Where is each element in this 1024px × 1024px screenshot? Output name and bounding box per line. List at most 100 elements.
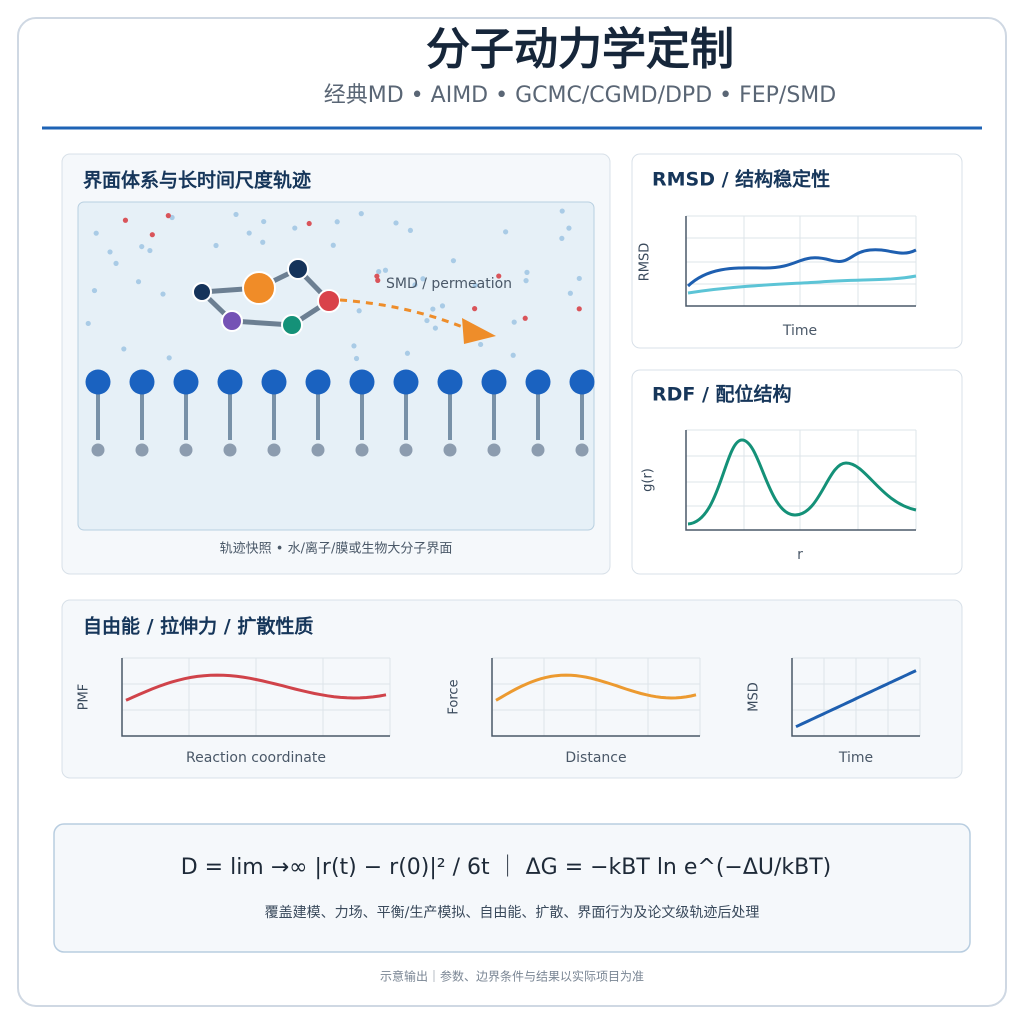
curve — [495, 673, 697, 702]
dot — [374, 273, 380, 279]
dot — [559, 235, 565, 241]
smd-path — [339, 298, 471, 332]
dot — [147, 247, 153, 254]
panel — [61, 599, 963, 779]
dot — [330, 242, 336, 248]
annotation: SMD / permeation — [386, 276, 512, 292]
dot — [511, 319, 517, 325]
dot — [430, 306, 436, 312]
dot — [166, 355, 172, 361]
dot — [576, 306, 582, 312]
lipid-head — [305, 369, 331, 395]
dot — [472, 306, 478, 312]
dot — [334, 219, 340, 225]
dot — [566, 225, 572, 231]
curve — [686, 248, 917, 288]
dot — [260, 239, 266, 245]
curve — [687, 438, 917, 526]
lipid-head — [85, 369, 111, 395]
dot — [149, 232, 155, 238]
lipid-head — [173, 369, 199, 395]
dot — [424, 317, 430, 324]
tail-end — [311, 443, 325, 457]
dot — [353, 355, 360, 362]
y-label: g(r) — [641, 468, 656, 492]
dot — [407, 227, 414, 234]
dot — [439, 303, 446, 309]
dot — [246, 230, 252, 236]
curve — [795, 669, 917, 729]
arrowhead — [462, 318, 496, 344]
dot — [356, 308, 362, 314]
tail-end — [223, 443, 237, 457]
panel — [631, 153, 963, 349]
description: 覆盖建模、力场、平衡/生产模拟、自由能、扩散、界面行为及论文级轨迹后处理 — [265, 905, 760, 921]
water — [85, 208, 582, 362]
dot — [510, 352, 516, 358]
formula-box — [53, 823, 971, 953]
tail-end — [91, 443, 105, 457]
y-label: RMSD — [638, 243, 653, 282]
x-label: Time — [782, 323, 817, 339]
dot — [382, 267, 389, 273]
x-label: Reaction coordinate — [186, 750, 326, 766]
x-label: Distance — [565, 750, 626, 766]
dot — [93, 230, 99, 236]
dot — [393, 220, 399, 226]
dot — [523, 278, 529, 284]
lipid-head — [481, 369, 507, 395]
tail-end — [135, 443, 149, 457]
x-label: r — [797, 547, 803, 563]
curve — [687, 274, 917, 295]
dot — [567, 290, 573, 296]
dot — [107, 249, 113, 255]
lipid-head — [261, 369, 287, 395]
axes — [791, 658, 920, 737]
dot — [576, 275, 582, 282]
dot — [165, 213, 171, 219]
axes — [685, 216, 916, 307]
caption: 轨迹快照 • 水/离子/膜或生物大分子界面 — [220, 541, 453, 557]
axes — [685, 430, 916, 531]
lipid-head — [437, 369, 463, 395]
panel — [631, 369, 963, 575]
title: 分子动力学定制 — [426, 24, 734, 75]
subtitle: 经典MD • AIMD • GCMC/CGMD/DPD • FEP/SMD — [324, 83, 836, 108]
lipid-head — [349, 369, 375, 395]
footer: 示意输出｜参数、边界条件与结果以实际项目为准 — [380, 969, 644, 984]
snapshot — [77, 201, 595, 531]
panel-title: 自由能 / 拉伸力 / 扩散性质 — [83, 615, 313, 638]
dot — [351, 343, 357, 349]
dot — [375, 277, 381, 283]
tail-end — [487, 443, 501, 457]
dot — [213, 242, 219, 249]
panel-title: 界面体系与长时间尺度轨迹 — [83, 169, 311, 192]
panel-title: RDF / 配位结构 — [652, 383, 792, 406]
lipid-head — [393, 369, 419, 395]
dot — [139, 243, 145, 250]
x-label: Time — [838, 750, 873, 766]
lipid-head — [129, 369, 155, 395]
tail-end — [443, 443, 457, 457]
tail-end — [399, 443, 413, 457]
tail-end — [355, 443, 369, 457]
dot — [472, 282, 478, 288]
dot — [376, 269, 382, 275]
tail-end — [575, 443, 589, 457]
dot — [496, 273, 502, 279]
dot — [404, 350, 411, 356]
mini-charts: PMF Reaction coordinate Force Distance MSD Ti… — [77, 657, 921, 766]
dot — [478, 341, 484, 348]
axes — [121, 658, 390, 737]
dot — [503, 229, 509, 235]
tail-end — [267, 443, 281, 457]
dot — [412, 282, 418, 288]
dot — [522, 315, 528, 321]
tail-end — [531, 443, 545, 457]
dot — [420, 276, 426, 282]
dot — [358, 211, 364, 217]
dot — [85, 320, 91, 327]
tail-end — [179, 443, 193, 457]
lipid-head — [525, 369, 551, 395]
